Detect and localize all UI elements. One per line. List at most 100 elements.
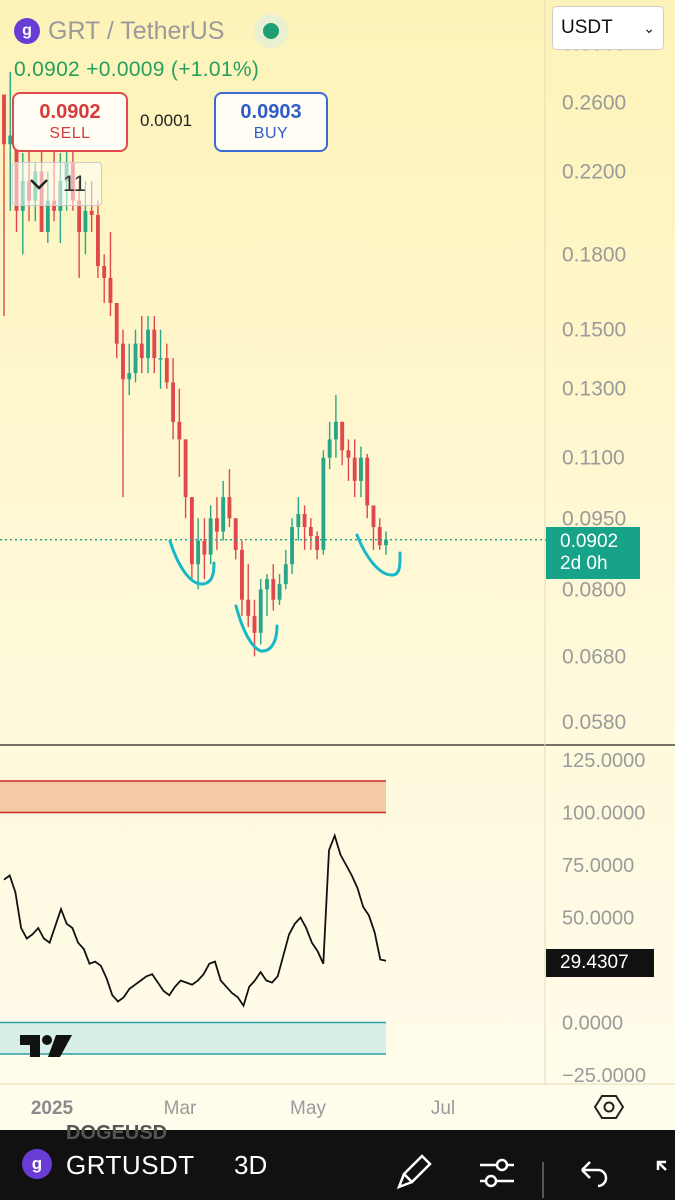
timeframe-button[interactable]: 3D <box>234 1150 268 1180</box>
candle <box>133 329 138 383</box>
rsi-value-tag: 29.4307 <box>546 949 654 977</box>
candle <box>189 497 194 580</box>
candle <box>315 531 320 560</box>
candle <box>208 505 213 565</box>
candle <box>308 518 313 550</box>
buy-button[interactable]: 0.0903 BUY <box>214 92 328 152</box>
candle <box>221 480 226 541</box>
candle <box>384 531 388 555</box>
candle <box>164 343 169 389</box>
price-change: 0.0902 +0.0009 (+1.01%) <box>14 58 259 82</box>
candle-body <box>227 497 232 519</box>
candle-body <box>121 343 125 380</box>
candle-body <box>333 421 338 440</box>
buy-label: BUY <box>253 125 289 142</box>
symbol-button[interactable]: GRTUSDT <box>66 1150 195 1180</box>
pct-change: (+1.01%) <box>170 58 260 81</box>
brush-icon[interactable] <box>394 1152 434 1192</box>
candle <box>346 439 351 481</box>
price-axis-label: 0.0580 <box>562 711 626 734</box>
candle-body <box>171 382 176 422</box>
candle-body <box>202 540 207 555</box>
time-axis-label: May <box>290 1098 326 1119</box>
chevron-down-icon <box>30 179 48 190</box>
candle <box>233 518 238 560</box>
candle-body <box>114 302 119 344</box>
rsi-axis-label: 75.0000 <box>562 855 634 877</box>
candle-body <box>340 421 345 451</box>
chart-header: g GRT / TetherUS <box>14 14 289 48</box>
drawing-annotation <box>355 533 402 577</box>
candle-body <box>108 277 113 303</box>
candle-body <box>127 373 132 380</box>
candle-body <box>196 540 201 565</box>
last-price: 0.0902 <box>14 58 81 81</box>
candle-body <box>158 358 163 360</box>
currency-select[interactable]: USDT ⌄ <box>552 6 664 50</box>
candle <box>359 446 363 498</box>
candle-body <box>2 94 6 145</box>
candle <box>327 421 332 470</box>
candle-body <box>271 579 276 600</box>
abs-change: +0.0009 <box>86 58 165 81</box>
candle-body <box>365 457 370 506</box>
toolbar-divider <box>542 1162 544 1198</box>
buy-price: 0.0903 <box>240 101 302 123</box>
candle-body <box>359 457 363 481</box>
candle <box>365 453 370 519</box>
indicators-count: 11 <box>63 171 86 196</box>
candle-body <box>265 579 269 590</box>
chart-canvas[interactable]: 0.30000.26000.22000.18000.15000.13000.11… <box>0 0 675 1130</box>
candle <box>340 421 345 466</box>
candle <box>333 395 338 458</box>
candle <box>8 71 13 211</box>
candle-body <box>95 214 100 266</box>
grt-coin-icon: g <box>22 1149 52 1179</box>
candle <box>95 200 100 278</box>
candle-body <box>214 518 219 532</box>
candle <box>258 579 263 645</box>
indicators-toggle[interactable]: 11 <box>12 162 102 206</box>
candle-body <box>102 265 107 278</box>
sell-price: 0.0902 <box>39 101 101 123</box>
sell-button[interactable]: 0.0902 SELL <box>12 92 128 152</box>
candle <box>102 254 107 303</box>
candle-body <box>164 358 169 383</box>
candle-body <box>8 135 13 145</box>
candle-body <box>302 513 307 528</box>
candle-body <box>371 505 376 528</box>
chevron-down-icon: ⌄ <box>643 19 655 36</box>
candle-body <box>77 200 82 233</box>
candle-body <box>315 536 320 550</box>
undo-icon[interactable] <box>578 1158 608 1188</box>
candle <box>183 439 188 519</box>
candle-body <box>258 589 263 633</box>
candle <box>108 232 113 317</box>
market-status-icon[interactable] <box>254 14 289 48</box>
candle-body <box>45 200 50 233</box>
candle-body <box>208 518 213 555</box>
candle-body <box>146 329 150 359</box>
price-axis-label: 0.0680 <box>562 645 626 668</box>
sliders-icon[interactable] <box>478 1156 516 1190</box>
rsi-axis-label: 0.0000 <box>562 1013 623 1035</box>
market-open-dot <box>263 23 280 39</box>
candle <box>246 564 251 628</box>
time-axis-label: 2025 <box>31 1098 74 1119</box>
price-axis-label: 0.1300 <box>562 378 626 401</box>
drawing-annotation <box>168 539 216 586</box>
settings-hex-icon[interactable] <box>594 1092 624 1122</box>
price-tag-countdown: 2d 0h <box>560 553 608 574</box>
candle <box>214 497 219 550</box>
candle-body <box>233 518 238 550</box>
candle <box>290 518 295 575</box>
price-axis-label: 0.1800 <box>562 243 626 266</box>
pair-title[interactable]: GRT / TetherUS <box>48 16 225 45</box>
candle <box>296 497 301 541</box>
price-axis-label: 0.1100 <box>562 447 625 470</box>
candle <box>139 316 144 374</box>
expand-icon[interactable] <box>652 1156 675 1192</box>
candle-body <box>189 497 194 565</box>
rsi-line <box>3 832 387 1008</box>
drawing-annotation <box>234 604 279 653</box>
